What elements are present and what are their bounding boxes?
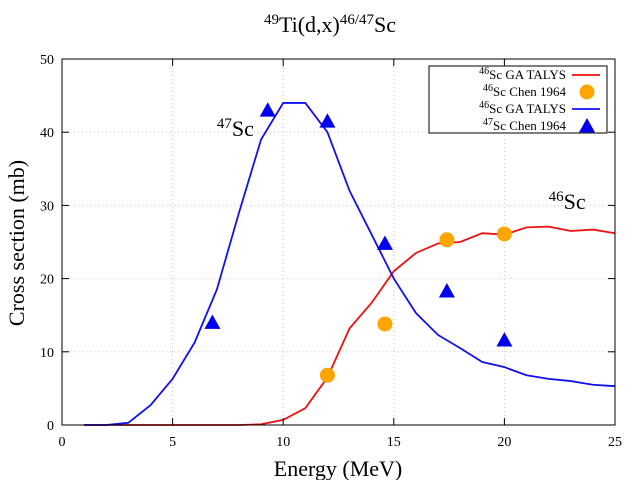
data-point-47sc-chen-1964	[438, 283, 455, 298]
legend-box	[428, 65, 608, 134]
legend-text: Sc Chen 1964	[493, 84, 566, 99]
legend-label: 46Sc Chen 1964	[483, 83, 566, 99]
annotation-sup: 47	[217, 116, 233, 132]
axis-ticks: 0 5 10 15 20 25 0 10 20 30 40 50	[40, 53, 622, 450]
y-tick-label: 40	[40, 126, 54, 141]
x-tick-label: 25	[608, 435, 622, 450]
x-tick-label: 10	[276, 435, 290, 450]
data-point-47sc-chen-1964	[376, 235, 393, 250]
data-point-47sc-chen-1964	[496, 332, 513, 347]
data-point-47sc-chen-1964	[319, 113, 336, 128]
chart-title: 49Ti(d,x)46/47Sc	[264, 12, 396, 37]
legend-sup: 47	[483, 117, 493, 128]
data-point-47sc-chen-1964	[204, 314, 221, 329]
y-tick-label: 10	[40, 346, 54, 361]
y-tick-label: 50	[40, 53, 54, 68]
y-axis-label: Cross section (mb)	[4, 160, 29, 326]
legend-label: 46Sc GA TALYS	[479, 66, 566, 82]
title-sup-46-47: 46/47	[340, 12, 375, 28]
title-base: Ti(d,x)	[279, 12, 340, 37]
legend-sup: 46	[479, 66, 489, 77]
data-point-46sc-chen-1964	[496, 226, 512, 242]
legend-circle-swatch	[579, 84, 595, 100]
legend-text: Sc GA TALYS	[489, 67, 566, 82]
annotation-label: 47Sc	[217, 116, 254, 141]
series-line-46sc-ga-talys	[84, 225, 616, 426]
legend-label: 46Sc GA TALYS	[479, 100, 566, 116]
y-tick-label: 20	[40, 273, 54, 288]
y-tick-label: 30	[40, 199, 54, 214]
x-axis-label: Energy (MeV)	[274, 456, 403, 480]
title-sup-49: 49	[264, 12, 279, 28]
x-tick-label: 20	[497, 435, 511, 450]
x-tick-label: 5	[169, 435, 176, 450]
data-point-46sc-chen-1964	[319, 367, 335, 383]
legend-triangle-swatch	[579, 118, 595, 133]
data-point-46sc-chen-1964	[377, 316, 393, 332]
series-layer	[84, 102, 616, 426]
x-tick-label: 0	[59, 435, 66, 450]
data-point-46sc-chen-1964	[439, 232, 455, 248]
legend-label: 47Sc Chen 1964	[483, 117, 566, 133]
annotation-text: Sc	[232, 116, 254, 141]
legend-text: Sc GA TALYS	[489, 101, 566, 116]
annotation-text: Sc	[564, 189, 586, 214]
legend-sup: 46	[483, 83, 493, 94]
data-point-47sc-chen-1964	[259, 102, 276, 117]
series-line-47sc-ga-talys	[84, 102, 616, 426]
x-tick-label: 15	[387, 435, 401, 450]
legend-sup: 46	[479, 100, 489, 111]
annotation-sup: 46	[549, 189, 565, 205]
legend-text: Sc Chen 1964	[493, 118, 566, 133]
y-tick-label: 0	[47, 419, 54, 434]
plot-frame	[61, 58, 616, 426]
annotation-label: 46Sc	[549, 189, 586, 214]
title-end: Sc	[374, 12, 396, 37]
